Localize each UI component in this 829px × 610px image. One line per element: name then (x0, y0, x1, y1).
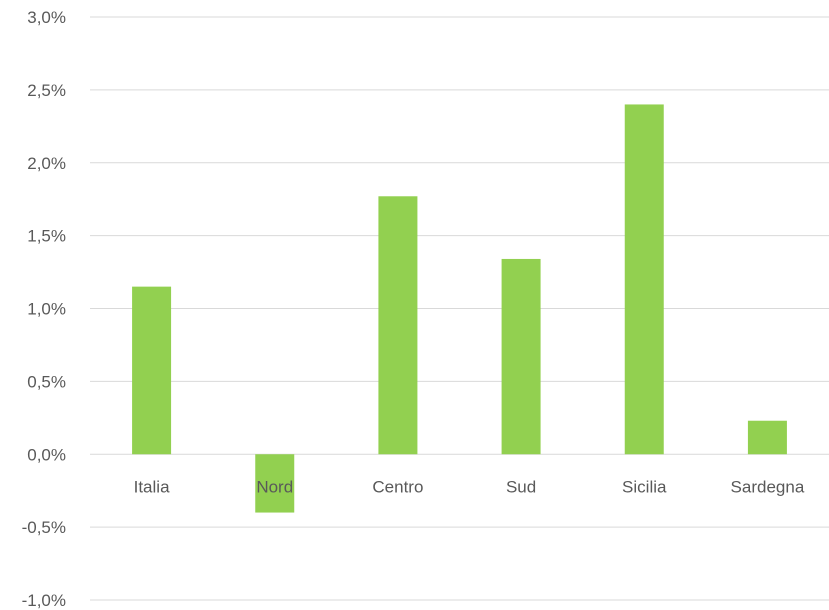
y-axis-tick-labels: 3,0% 2,5% 2,0% 1,5% 1,0% 0,5% 0,0% -0,5% -1,0% (22, 8, 66, 610)
bar-centro (378, 196, 418, 455)
y-tick-label: 1,0% (27, 300, 66, 319)
category-label: Sardegna (731, 477, 805, 496)
category-label: Italia (134, 477, 170, 496)
category-label: Nord (256, 477, 293, 496)
y-tick-label: 2,0% (27, 154, 66, 173)
category-label: Centro (372, 477, 423, 496)
y-tick-label: 0,0% (27, 445, 66, 464)
category-labels: Italia Nord Centro Sud Sicilia Sardegna (134, 477, 805, 496)
bar-sud (501, 258, 541, 455)
category-label: Sicilia (622, 477, 667, 496)
bar-italia (132, 286, 172, 455)
y-tick-label: -0,5% (22, 518, 66, 537)
gridlines (90, 16, 829, 601)
y-tick-label: -1,0% (22, 591, 66, 610)
bar-sicilia (624, 104, 664, 455)
bar-sardegna (747, 420, 787, 455)
category-label: Sud (506, 477, 536, 496)
y-tick-label: 2,5% (27, 81, 66, 100)
y-tick-label: 1,5% (27, 227, 66, 246)
bar-nord (255, 454, 295, 513)
y-tick-label: 0,5% (27, 372, 66, 391)
bars (132, 104, 787, 513)
y-tick-label: 3,0% (27, 8, 66, 27)
